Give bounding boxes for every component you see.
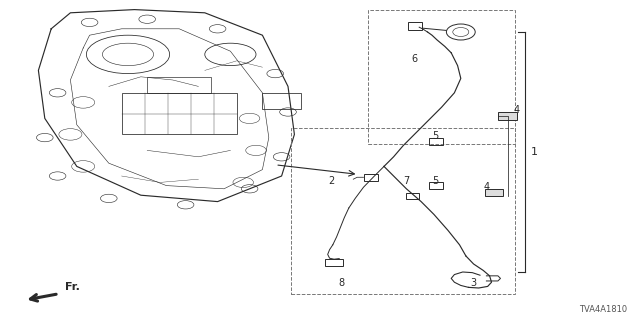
Bar <box>147 77 211 93</box>
Bar <box>364 174 378 181</box>
Bar <box>429 182 443 189</box>
Text: 7: 7 <box>403 176 410 186</box>
Text: 1: 1 <box>531 147 538 157</box>
Text: 4: 4 <box>514 105 520 116</box>
Text: 2: 2 <box>328 176 335 186</box>
Bar <box>262 93 301 109</box>
Text: 3: 3 <box>470 278 477 288</box>
Bar <box>408 22 422 30</box>
Bar <box>498 112 517 120</box>
Text: 5: 5 <box>432 131 438 141</box>
Text: 6: 6 <box>412 54 418 64</box>
Bar <box>429 138 443 145</box>
Text: 5: 5 <box>432 176 438 186</box>
Text: TVA4A1810: TVA4A1810 <box>579 305 627 314</box>
Bar <box>291 128 515 294</box>
Text: 8: 8 <box>338 278 344 288</box>
Bar <box>122 93 237 134</box>
Bar <box>406 193 419 199</box>
Bar <box>485 189 503 196</box>
Bar <box>368 10 515 144</box>
Text: 4: 4 <box>483 182 490 192</box>
Bar <box>325 259 343 266</box>
Text: Fr.: Fr. <box>65 282 80 292</box>
